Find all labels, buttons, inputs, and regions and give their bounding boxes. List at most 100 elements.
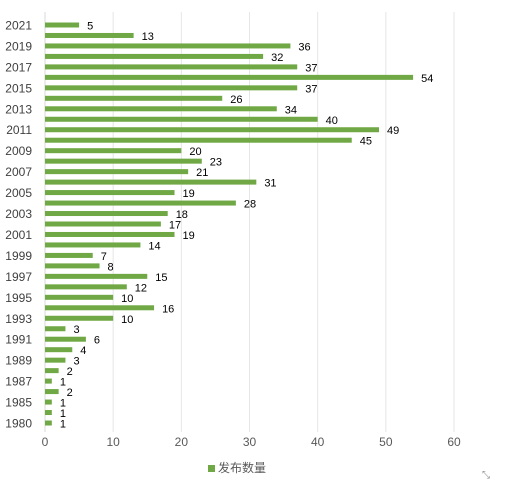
x-tick-label: 40 bbox=[311, 435, 325, 449]
y-tick-label: 1993 bbox=[5, 312, 32, 326]
data-label: 31 bbox=[264, 178, 276, 190]
data-label: 14 bbox=[148, 240, 160, 252]
data-label: 7 bbox=[101, 251, 107, 263]
bar bbox=[45, 347, 73, 353]
y-tick-label: 1989 bbox=[5, 354, 32, 368]
x-tick-label: 20 bbox=[175, 435, 189, 449]
x-tick-label: 50 bbox=[379, 435, 393, 449]
data-label: 19 bbox=[183, 230, 195, 242]
data-label: 2 bbox=[67, 366, 73, 378]
y-tick-label: 2015 bbox=[5, 81, 32, 95]
bar bbox=[45, 148, 182, 154]
bar bbox=[45, 179, 257, 185]
x-tick-label: 10 bbox=[106, 435, 120, 449]
bar bbox=[45, 190, 175, 196]
legend-label: 发布数量 bbox=[218, 460, 266, 475]
y-tick-label: 1980 bbox=[5, 417, 32, 431]
bar bbox=[45, 53, 264, 59]
y-tick-label: 2003 bbox=[5, 207, 32, 221]
data-label: 20 bbox=[189, 146, 201, 158]
y-tick-label: 2011 bbox=[6, 123, 32, 137]
y-tick-label: 2021 bbox=[5, 19, 32, 33]
data-label: 6 bbox=[94, 335, 100, 347]
bar bbox=[45, 211, 168, 217]
bar bbox=[45, 200, 236, 206]
data-label: 17 bbox=[169, 220, 181, 232]
data-label: 23 bbox=[210, 157, 222, 169]
y-tick-label: 2007 bbox=[5, 165, 32, 179]
bar bbox=[45, 32, 134, 38]
data-label: 2 bbox=[67, 387, 73, 399]
bar bbox=[45, 284, 127, 290]
bar bbox=[45, 127, 380, 133]
data-label: 37 bbox=[305, 62, 317, 74]
data-label: 36 bbox=[298, 41, 310, 53]
bar bbox=[45, 74, 414, 80]
data-label: 19 bbox=[183, 188, 195, 200]
data-label: 16 bbox=[162, 303, 174, 315]
bar bbox=[45, 315, 114, 321]
data-label: 40 bbox=[326, 115, 338, 127]
bar bbox=[45, 158, 202, 164]
y-tick-label: 2001 bbox=[5, 228, 32, 242]
y-tick-label: 2017 bbox=[5, 60, 32, 74]
data-label: 15 bbox=[155, 272, 167, 284]
y-tick-label: 1985 bbox=[5, 396, 32, 410]
bar bbox=[45, 410, 52, 416]
bar bbox=[45, 231, 175, 237]
data-label: 12 bbox=[135, 282, 147, 294]
bar bbox=[45, 294, 114, 300]
bar bbox=[45, 221, 161, 227]
data-label: 3 bbox=[73, 324, 79, 336]
y-tick-label: 1995 bbox=[5, 291, 32, 305]
bar bbox=[45, 169, 189, 175]
bar bbox=[45, 389, 59, 395]
data-label: 3 bbox=[73, 356, 79, 368]
data-label: 10 bbox=[121, 293, 133, 305]
x-tick-label: 0 bbox=[42, 435, 49, 449]
x-tick-label: 60 bbox=[447, 435, 461, 449]
data-label: 10 bbox=[121, 314, 133, 326]
data-label: 1 bbox=[60, 398, 66, 410]
resize-handle-icon: ⤡ bbox=[482, 470, 490, 481]
y-tick-label: 1987 bbox=[5, 375, 32, 389]
data-label: 34 bbox=[285, 104, 297, 116]
bar bbox=[45, 357, 66, 363]
bar bbox=[45, 64, 298, 70]
data-label: 45 bbox=[360, 136, 372, 148]
bar bbox=[45, 326, 66, 332]
y-tick-label: 2013 bbox=[5, 102, 32, 116]
bar bbox=[45, 336, 86, 342]
data-label: 28 bbox=[244, 199, 256, 211]
data-label: 1 bbox=[60, 408, 66, 420]
data-label: 4 bbox=[80, 345, 86, 357]
bar bbox=[45, 263, 100, 269]
bar bbox=[45, 106, 277, 112]
bar bbox=[45, 252, 93, 258]
data-label: 5 bbox=[87, 21, 93, 33]
data-label: 18 bbox=[176, 209, 188, 221]
bar bbox=[45, 43, 291, 49]
bar bbox=[45, 399, 52, 405]
bar bbox=[45, 137, 352, 143]
data-label: 1 bbox=[60, 377, 66, 389]
y-tick-label: 2019 bbox=[5, 39, 32, 53]
data-label: 1 bbox=[60, 419, 66, 431]
bar bbox=[45, 368, 59, 374]
data-label: 49 bbox=[387, 125, 399, 137]
bar bbox=[45, 305, 155, 311]
bar bbox=[45, 85, 298, 91]
y-tick-label: 2005 bbox=[5, 186, 32, 200]
data-label: 8 bbox=[108, 261, 114, 273]
data-label: 54 bbox=[421, 73, 433, 85]
x-tick-label: 30 bbox=[243, 435, 257, 449]
bar bbox=[45, 273, 148, 279]
y-tick-label: 1999 bbox=[5, 249, 32, 263]
bar bbox=[45, 95, 223, 101]
data-label: 37 bbox=[305, 83, 317, 95]
y-tick-label: 2009 bbox=[5, 144, 32, 158]
bar bbox=[45, 420, 52, 426]
legend-swatch bbox=[208, 465, 215, 472]
